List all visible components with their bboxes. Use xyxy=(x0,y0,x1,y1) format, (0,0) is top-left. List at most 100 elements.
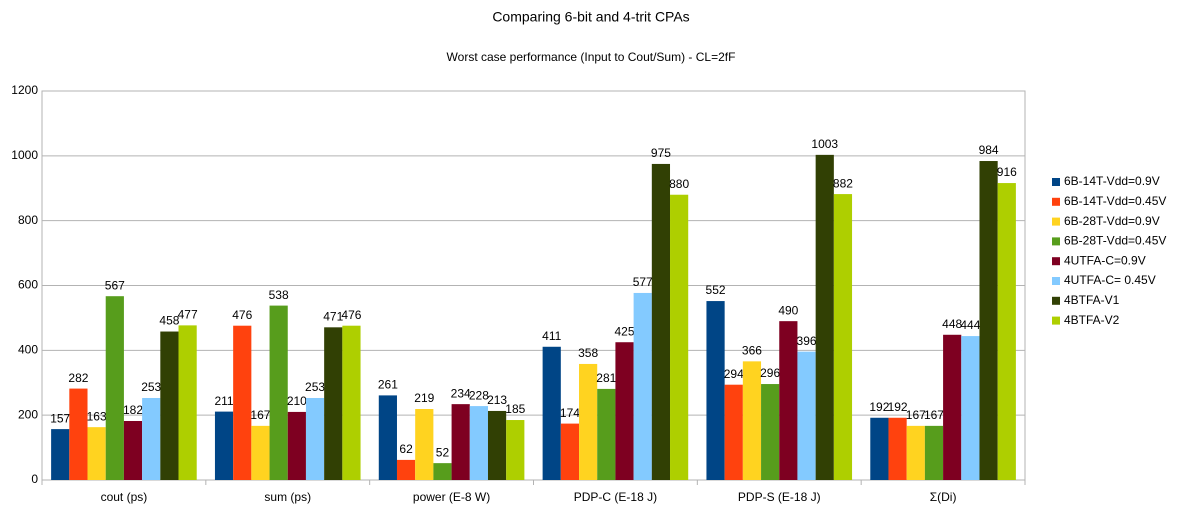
data-label: 182 xyxy=(123,403,143,417)
data-label: 984 xyxy=(979,143,999,157)
data-label: 448 xyxy=(942,317,962,331)
data-label: 62 xyxy=(399,442,413,456)
data-label: 210 xyxy=(287,394,307,408)
bar xyxy=(706,301,725,480)
bar xyxy=(597,388,616,480)
legend-label: 6B-28T-Vdd=0.9V xyxy=(1064,214,1160,228)
bar xyxy=(615,342,634,480)
data-label: 490 xyxy=(778,303,798,317)
legend-swatch xyxy=(1052,178,1060,186)
y-tick-label: 1000 xyxy=(11,148,38,162)
y-tick-label: 400 xyxy=(18,343,38,357)
bar xyxy=(670,194,689,480)
data-label: 228 xyxy=(469,388,489,402)
bar xyxy=(87,427,106,480)
bar xyxy=(761,384,780,480)
bar xyxy=(451,404,470,480)
bar xyxy=(433,463,452,480)
legend-label: 4UTFA-C= 0.45V xyxy=(1064,273,1156,287)
bar xyxy=(815,154,834,480)
x-tick-label: sum (ps) xyxy=(264,490,311,504)
bar xyxy=(870,417,889,480)
bar xyxy=(305,397,325,480)
bar xyxy=(160,331,179,480)
x-tick-label: Σ(Di) xyxy=(930,490,957,504)
bar xyxy=(633,292,652,480)
legend-swatch xyxy=(1052,197,1060,206)
data-label: 281 xyxy=(596,371,616,385)
bar xyxy=(506,420,525,480)
chart-subtitle: Worst case performance (Input to Cout/Su… xyxy=(447,50,736,64)
bar xyxy=(943,334,962,480)
bar xyxy=(396,459,416,480)
bar xyxy=(833,194,853,480)
y-tick-label: 200 xyxy=(18,407,38,421)
data-label: 471 xyxy=(323,309,343,323)
data-label: 1003 xyxy=(811,137,838,151)
bar xyxy=(69,388,88,480)
bar xyxy=(997,183,1016,480)
data-label: 975 xyxy=(651,146,671,160)
legend-label: 4BTFA-V1 xyxy=(1064,293,1120,307)
legend-swatch xyxy=(1052,217,1060,226)
legend-swatch xyxy=(1052,257,1060,266)
x-tick-label: power (E-8 W) xyxy=(413,490,490,504)
x-tick-label: PDP-C (E-18 J) xyxy=(574,490,657,504)
data-label: 411 xyxy=(542,329,561,343)
bar xyxy=(415,409,434,480)
data-label: 282 xyxy=(68,371,88,385)
bar xyxy=(324,327,343,480)
legend-label: 4BTFA-V2 xyxy=(1064,313,1120,327)
data-label: 185 xyxy=(505,402,525,416)
legend-swatch xyxy=(1052,237,1060,246)
legend-swatch xyxy=(1052,296,1060,305)
data-label: 213 xyxy=(487,393,507,407)
data-label: 476 xyxy=(341,308,361,322)
bar xyxy=(724,384,743,480)
y-tick-label: 1200 xyxy=(11,83,38,97)
data-label: 577 xyxy=(633,275,653,289)
bar xyxy=(742,361,762,480)
data-label: 552 xyxy=(706,283,726,297)
bar xyxy=(178,325,197,480)
data-label: 163 xyxy=(87,409,107,423)
bar xyxy=(342,325,361,480)
data-label: 567 xyxy=(105,278,125,292)
bar xyxy=(779,321,798,480)
x-tick-label: PDP-S (E-18 J) xyxy=(738,490,821,504)
bar xyxy=(651,163,671,480)
data-label: 261 xyxy=(378,378,398,392)
data-label: 477 xyxy=(178,308,198,322)
data-label: 882 xyxy=(833,176,853,190)
data-label: 296 xyxy=(760,366,780,380)
data-label: 52 xyxy=(436,445,450,459)
data-label: 396 xyxy=(797,334,817,348)
data-label: 192 xyxy=(869,400,889,414)
bar xyxy=(233,325,252,480)
data-label: 458 xyxy=(159,314,179,328)
bar xyxy=(487,410,507,480)
legend-swatch xyxy=(1052,316,1060,325)
data-label: 253 xyxy=(305,380,325,394)
legend-label: 6B-14T-Vdd=0.45V xyxy=(1064,194,1166,208)
chart-title: Comparing 6-bit and 4-trit CPAs xyxy=(492,9,689,25)
bar xyxy=(123,421,143,480)
data-label: 366 xyxy=(742,344,762,358)
bar xyxy=(579,363,598,480)
data-label: 167 xyxy=(250,408,270,422)
bar xyxy=(906,425,925,480)
data-label: 234 xyxy=(451,386,471,400)
x-tick-label: cout (ps) xyxy=(101,490,148,504)
y-tick-label: 800 xyxy=(18,213,38,227)
bar xyxy=(469,406,488,480)
data-label: 425 xyxy=(615,324,635,338)
bar xyxy=(542,346,561,480)
y-tick-label: 600 xyxy=(18,278,38,292)
data-label: 219 xyxy=(414,391,434,405)
bar xyxy=(105,296,124,480)
data-label: 538 xyxy=(269,288,289,302)
bar xyxy=(961,336,980,480)
data-label: 358 xyxy=(578,346,598,360)
bar xyxy=(214,411,234,480)
data-label: 211 xyxy=(214,394,233,408)
